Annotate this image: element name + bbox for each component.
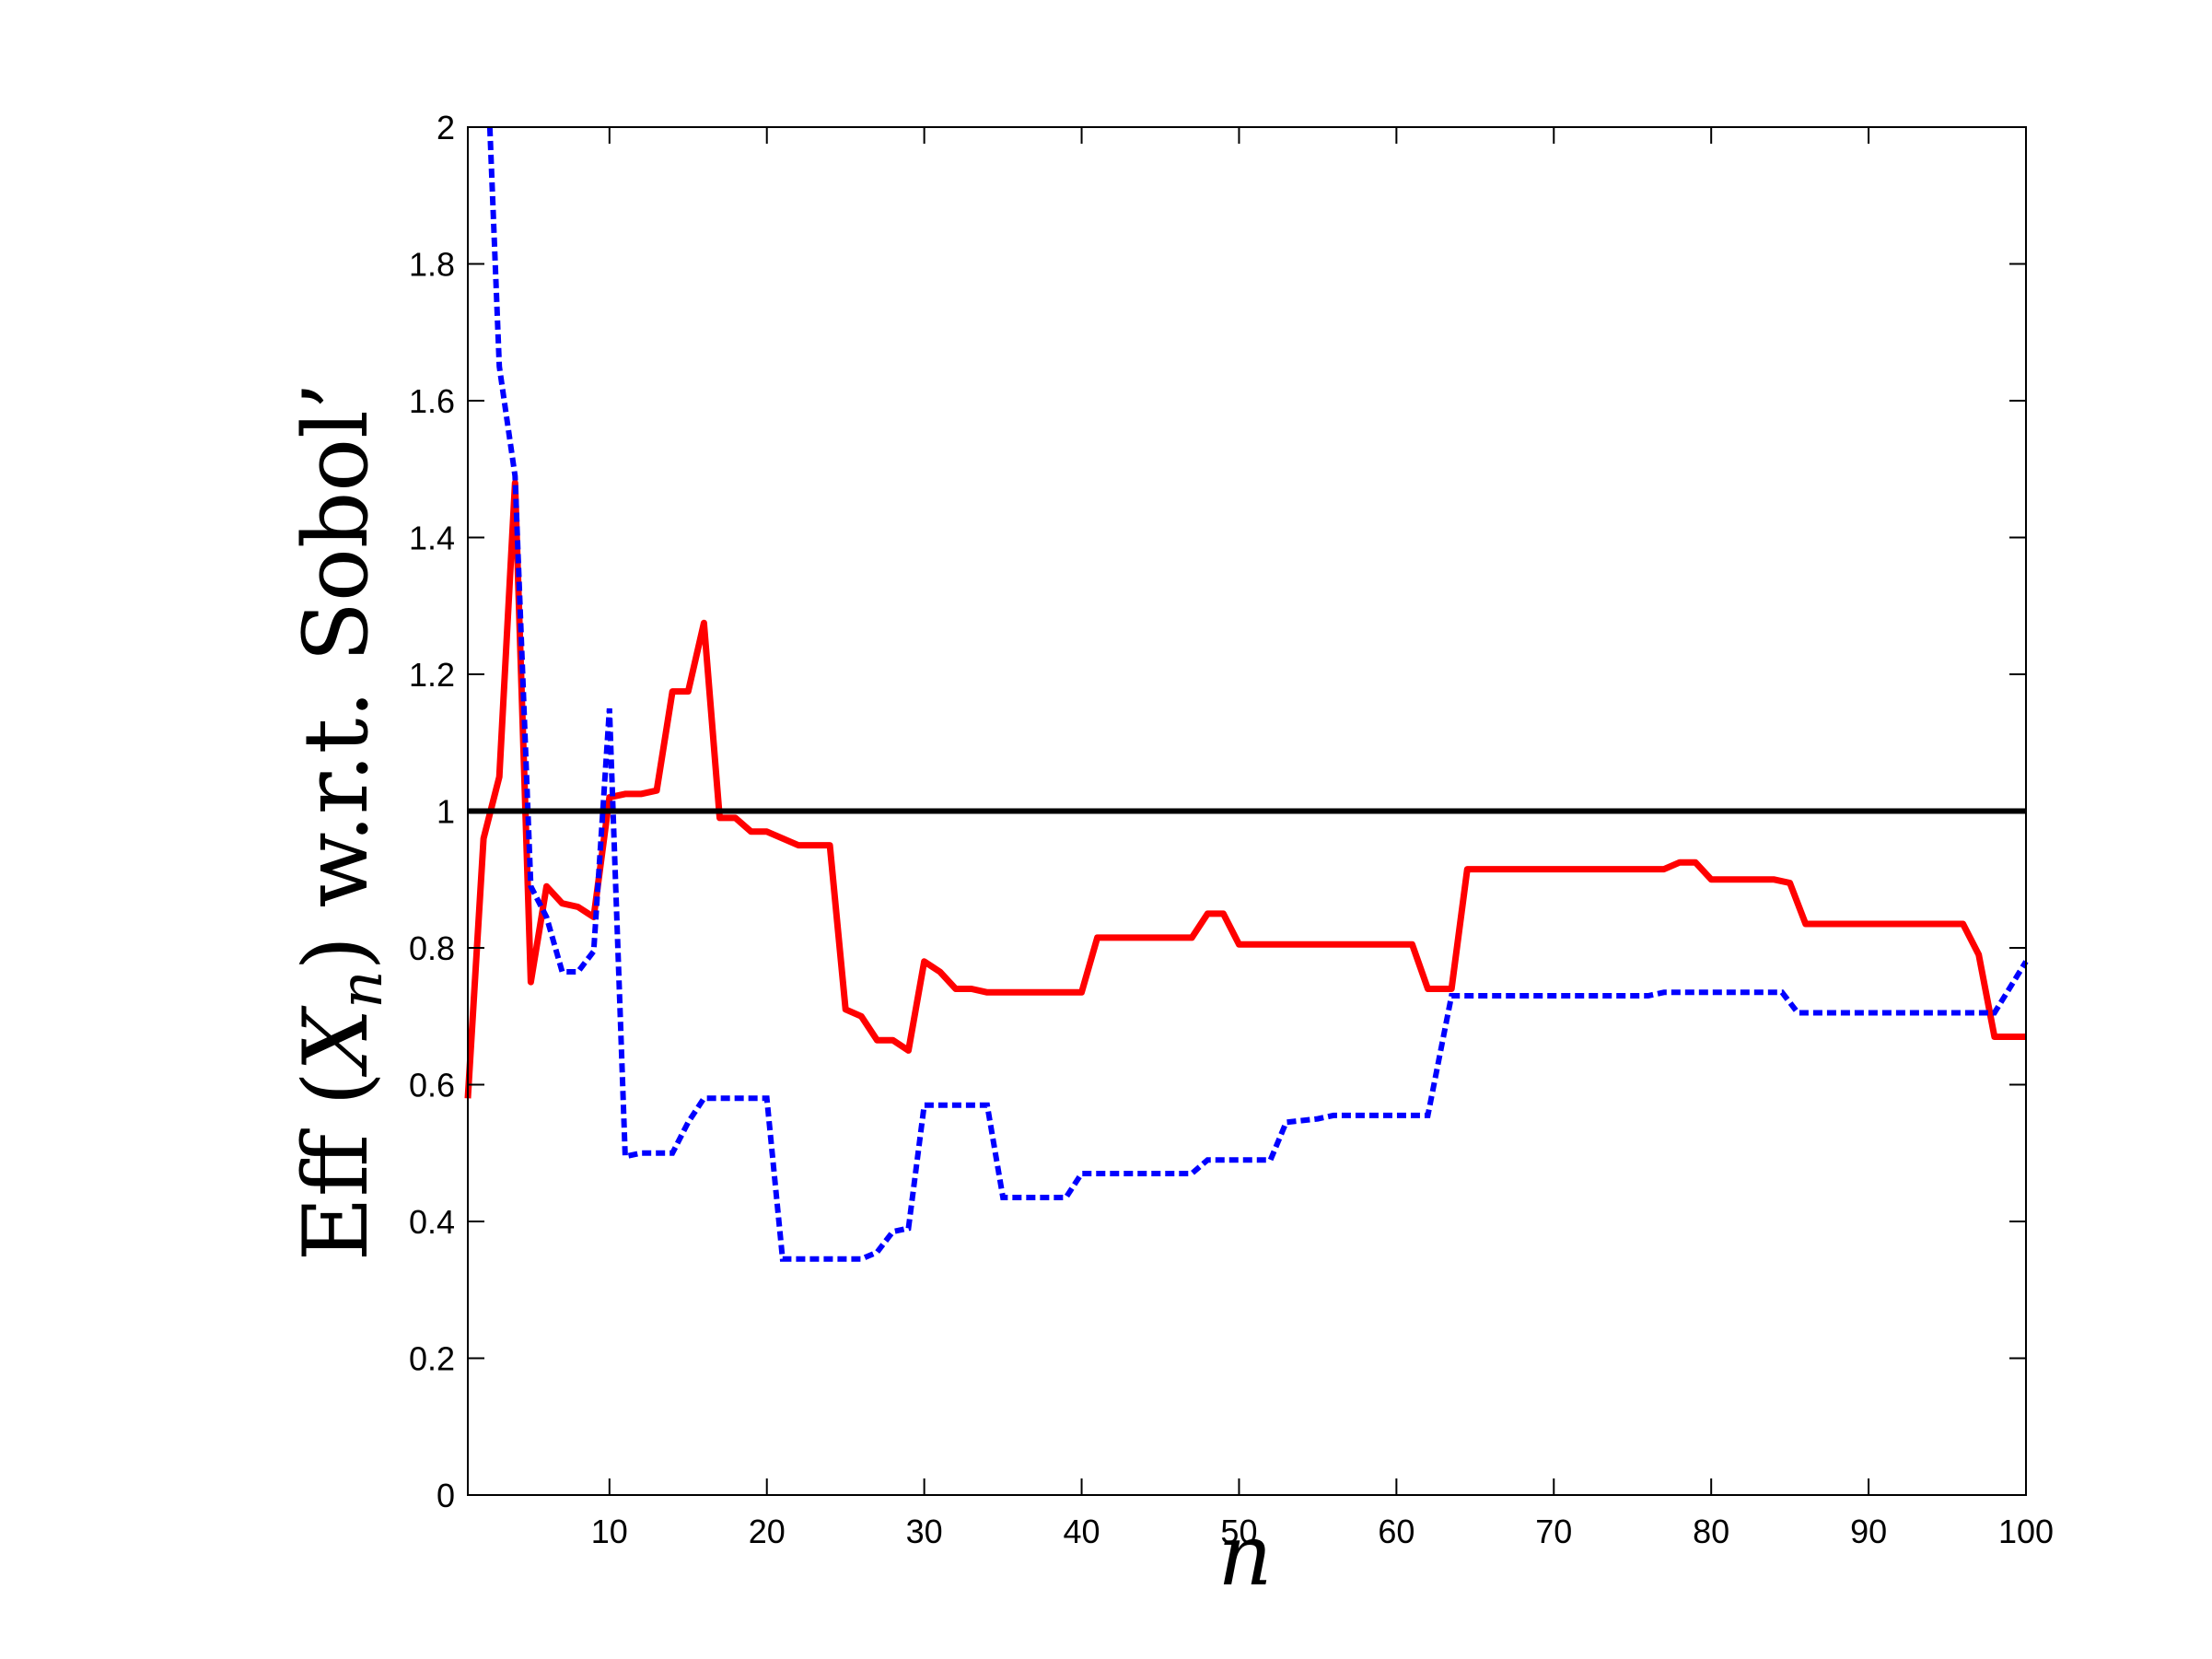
series-line-2 (486, 126, 2029, 1262)
x-tick-label: 20 (749, 1513, 786, 1550)
y-tick-label: 1 (437, 793, 455, 831)
x-tick-label: 90 (1850, 1513, 1887, 1550)
y-title-eff: Eff ( (285, 1071, 388, 1261)
y-tick-label: 0.4 (409, 1203, 455, 1241)
y-tick-label: 1.6 (409, 382, 455, 420)
y-tick-label: 0 (437, 1477, 455, 1514)
series-layer (464, 126, 2029, 1262)
y-axis-title: Eff (Xn) w.r.t. Sobol’ (285, 382, 396, 1262)
y-tick-label: 0.6 (409, 1067, 455, 1104)
x-axis: 10 20 30 40 50 60 70 80 90 100 (591, 127, 2054, 1550)
y-title-var: X (285, 1005, 388, 1078)
x-tick-label: 80 (1693, 1513, 1729, 1550)
series-line-1 (464, 479, 2026, 1099)
y-title-sub: n (328, 970, 396, 1008)
y-axis: 0 0.2 0.4 0.6 0.8 1 1.2 1.4 1.6 1.8 2 (409, 109, 2026, 1514)
x-tick-label: 10 (591, 1513, 628, 1550)
y-tick-label: 2 (437, 109, 455, 146)
y-tick-label: 0.2 (409, 1340, 455, 1378)
y-tick-label: 0.8 (409, 929, 455, 967)
x-tick-label: 40 (1064, 1513, 1100, 1550)
y-tick-label: 1.4 (409, 520, 455, 557)
y-tick-label: 1.2 (409, 656, 455, 694)
y-tick-label: 1.8 (409, 246, 455, 284)
x-tick-label: 70 (1535, 1513, 1572, 1550)
x-tick-label: 30 (906, 1513, 943, 1550)
x-tick-label: 100 (1998, 1513, 2054, 1550)
x-tick-label: 60 (1378, 1513, 1415, 1550)
y-title-rest: ) w.r.t. Sobol’ (285, 382, 388, 971)
x-axis-title: n (1217, 1506, 1272, 1605)
x-tick-label: 50 (1220, 1513, 1257, 1550)
